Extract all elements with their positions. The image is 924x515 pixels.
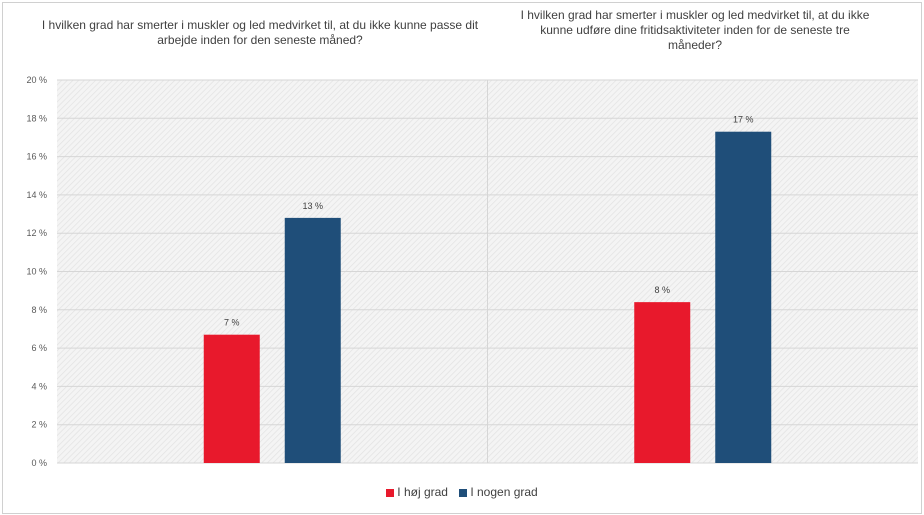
y-tick-label: 10 %: [26, 267, 47, 277]
y-tick-label: 18 %: [26, 113, 47, 123]
legend-label-hoj-grad: I høj grad: [397, 485, 448, 499]
bar-series-0-cat-0: [203, 334, 260, 463]
legend: I høj grad I nogen grad: [0, 485, 924, 499]
y-tick-label: 6 %: [31, 343, 47, 353]
legend-item-nogen-grad: I nogen grad: [459, 485, 538, 499]
category-title-work: I hvilken grad har smerter i muskler og …: [41, 18, 479, 47]
data-label-series-0-cat-0: 7 %: [224, 318, 240, 328]
data-label-series-1-cat-0: 13 %: [302, 201, 323, 211]
y-tick-label: 2 %: [31, 420, 47, 430]
legend-label-nogen-grad: I nogen grad: [470, 485, 538, 499]
y-tick-label: 8 %: [31, 305, 47, 315]
bar-series-0-cat-1: [634, 302, 691, 463]
category-title-leisure: I hvilken grad har smerter i muskler og …: [520, 8, 870, 52]
data-label-series-1-cat-1: 17 %: [733, 115, 754, 125]
y-tick-label: 0 %: [31, 458, 47, 468]
legend-swatch-hoj-grad: [386, 489, 395, 497]
y-tick-label: 12 %: [26, 228, 47, 238]
y-tick-label: 16 %: [26, 152, 47, 162]
bar-series-1-cat-1: [715, 131, 772, 463]
data-label-series-0-cat-1: 8 %: [654, 285, 670, 295]
legend-swatch-nogen-grad: [459, 489, 468, 497]
y-tick-label: 20 %: [26, 75, 47, 85]
bar-series-1-cat-0: [284, 217, 341, 463]
legend-item-hoj-grad: I høj grad: [386, 485, 448, 499]
y-tick-label: 14 %: [26, 190, 47, 200]
y-tick-label: 4 %: [31, 381, 47, 391]
